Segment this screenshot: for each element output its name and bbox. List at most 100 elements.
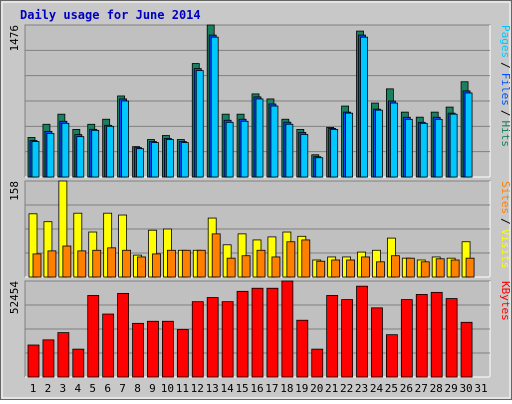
x-tick-label: 7 bbox=[119, 382, 126, 395]
y-tick-label: 158 bbox=[8, 181, 21, 201]
bar bbox=[176, 329, 189, 378]
bar bbox=[450, 259, 460, 278]
bar bbox=[326, 295, 339, 378]
bar bbox=[460, 321, 473, 378]
bar bbox=[405, 257, 415, 278]
bar bbox=[346, 259, 356, 278]
legend-entry: Files bbox=[499, 73, 512, 106]
x-tick-label: 10 bbox=[161, 382, 174, 395]
bar bbox=[375, 109, 383, 178]
legend-separator: / bbox=[499, 62, 512, 69]
bar bbox=[361, 256, 370, 278]
x-tick-label: 28 bbox=[430, 382, 443, 395]
x-tick-label: 16 bbox=[250, 382, 263, 395]
x-tick-label: 18 bbox=[280, 382, 293, 395]
legend: Pages / Files / Hits bbox=[499, 25, 512, 147]
bar bbox=[107, 247, 117, 278]
legend-separator: / bbox=[499, 218, 512, 225]
legend-entry: KBytes bbox=[499, 281, 512, 321]
bar bbox=[420, 261, 430, 278]
bar bbox=[435, 258, 445, 278]
bar bbox=[266, 287, 279, 378]
x-tick-label: 6 bbox=[104, 382, 111, 395]
bar bbox=[132, 322, 144, 378]
bar bbox=[62, 245, 72, 278]
bar bbox=[47, 250, 57, 278]
bar bbox=[92, 249, 102, 278]
bar bbox=[137, 256, 146, 278]
x-tick-label: 1 bbox=[30, 382, 37, 395]
bar bbox=[419, 122, 428, 178]
bar bbox=[166, 249, 176, 278]
x-tick-label: 19 bbox=[295, 382, 308, 395]
bar bbox=[147, 320, 159, 378]
bar bbox=[221, 301, 234, 378]
bar bbox=[316, 260, 326, 278]
bar bbox=[117, 292, 129, 378]
bar bbox=[286, 241, 296, 278]
x-tick-label: 17 bbox=[265, 382, 278, 395]
x-tick-label: 23 bbox=[355, 382, 368, 395]
bar bbox=[330, 129, 339, 178]
x-tick-label: 31 bbox=[474, 382, 487, 395]
bar bbox=[415, 294, 428, 378]
bar bbox=[91, 129, 100, 178]
bar bbox=[121, 100, 129, 178]
x-tick-label: 13 bbox=[206, 382, 219, 395]
bar bbox=[151, 142, 159, 178]
bar bbox=[376, 261, 385, 278]
bar bbox=[165, 139, 174, 178]
bar bbox=[72, 348, 85, 378]
bar bbox=[301, 239, 311, 278]
x-tick-label: 30 bbox=[459, 382, 472, 395]
bar bbox=[181, 249, 191, 278]
x-tick-label: 12 bbox=[191, 382, 204, 395]
bar bbox=[195, 70, 204, 178]
bar bbox=[256, 249, 266, 278]
bar bbox=[161, 320, 174, 378]
x-tick-label: 27 bbox=[415, 382, 428, 395]
bar bbox=[281, 280, 294, 378]
legend-entry: Visits bbox=[499, 229, 512, 269]
x-tick-label: 21 bbox=[325, 382, 338, 395]
bar bbox=[77, 250, 87, 278]
bar bbox=[61, 122, 70, 178]
bar bbox=[87, 295, 100, 378]
bar bbox=[57, 332, 70, 378]
bar bbox=[27, 344, 40, 378]
bar bbox=[226, 257, 236, 278]
bar bbox=[42, 339, 55, 378]
x-tick-label: 29 bbox=[445, 382, 458, 395]
bar bbox=[445, 298, 458, 378]
x-tick-label: 15 bbox=[235, 382, 248, 395]
bar bbox=[449, 113, 458, 178]
bar bbox=[270, 105, 279, 178]
x-tick-label: 26 bbox=[400, 382, 413, 395]
bar bbox=[76, 136, 85, 178]
x-tick-label: 25 bbox=[385, 382, 398, 395]
bar bbox=[32, 253, 42, 278]
x-tick-label: 22 bbox=[340, 382, 353, 395]
bar bbox=[341, 299, 354, 378]
legend-entry: Sites bbox=[499, 181, 512, 214]
x-tick-label: 11 bbox=[176, 382, 189, 395]
legend-entry: Pages bbox=[499, 25, 512, 58]
bar bbox=[106, 125, 115, 178]
x-tick-label: 20 bbox=[310, 382, 323, 395]
x-tick-label: 5 bbox=[89, 382, 96, 395]
bar bbox=[225, 121, 234, 178]
bar bbox=[255, 98, 264, 178]
x-tick-label: 14 bbox=[221, 382, 235, 395]
legend: Sites / Visits bbox=[499, 181, 512, 269]
bar bbox=[345, 112, 354, 178]
bar bbox=[390, 255, 400, 278]
x-tick-label: 3 bbox=[60, 382, 67, 395]
bar bbox=[251, 287, 264, 378]
bar bbox=[152, 253, 161, 278]
bar bbox=[434, 118, 443, 178]
bar bbox=[300, 134, 309, 178]
bar bbox=[211, 233, 221, 278]
bar bbox=[430, 291, 443, 378]
